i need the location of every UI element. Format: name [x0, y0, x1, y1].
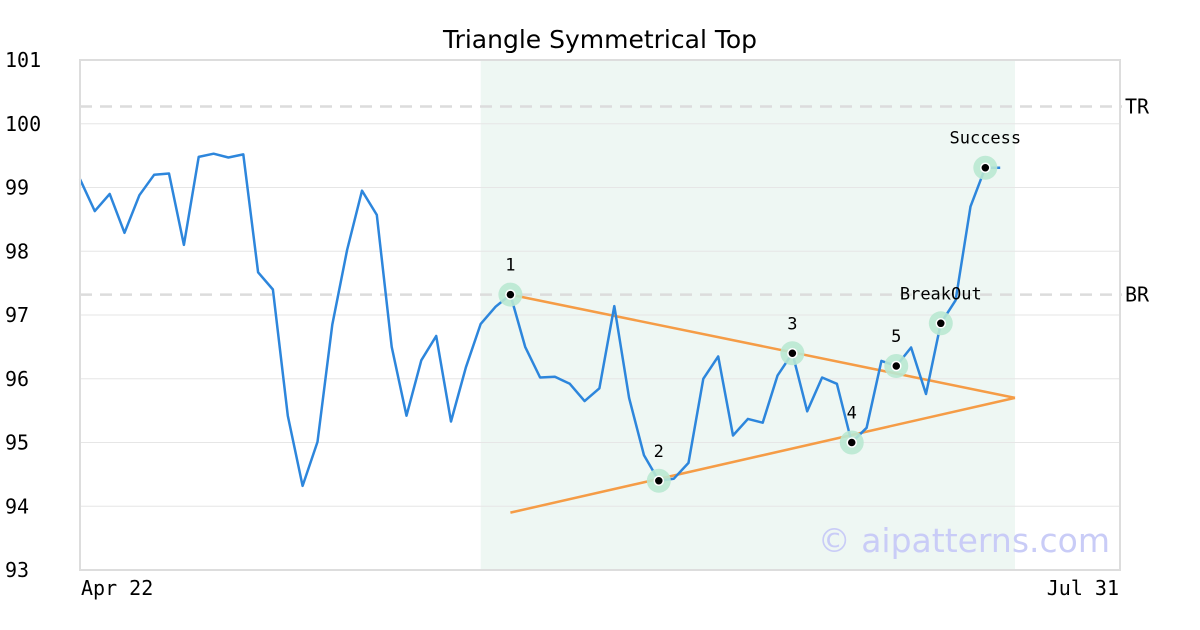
y-axis-ticks: 93 94 95 96 97 98 99 100 101: [5, 48, 41, 582]
point-label: BreakOut: [900, 284, 982, 304]
trendlines: [510, 293, 1016, 514]
level-label: TR: [1125, 95, 1150, 119]
pattern-points: 1 2 3 4 5 BreakOut Success: [498, 129, 1021, 493]
x-tick-end: Jul 31: [1047, 576, 1119, 600]
point-label: 3: [787, 314, 797, 334]
chart-title: Triangle Symmetrical Top: [442, 25, 757, 54]
point-dot: [891, 360, 902, 372]
point-dot: [935, 318, 947, 329]
point-dot: [846, 437, 857, 448]
y-tick-label: 95: [5, 431, 29, 455]
y-tick-label: 97: [5, 303, 29, 327]
y-tick-label: 98: [5, 239, 29, 263]
point-dot: [787, 348, 798, 359]
point-dot: [980, 162, 991, 173]
level-lines: TR BR: [80, 95, 1150, 307]
y-tick-label: 94: [5, 494, 29, 518]
plot-frame: [79, 59, 1121, 571]
x-tick-start: Apr 22: [81, 576, 153, 600]
price-series: [78, 152, 1001, 488]
y-tick-label: 96: [5, 367, 29, 391]
point-label: Success: [949, 129, 1021, 149]
watermark: © aipatterns.com: [818, 521, 1110, 560]
point-label: 1: [505, 256, 515, 276]
trendline: [510, 293, 1016, 400]
point-label: 2: [654, 442, 664, 462]
y-tick-label: 101: [5, 48, 41, 72]
series-line: [78, 152, 1001, 488]
point-dot: [505, 289, 516, 300]
point-label: 4: [847, 404, 857, 424]
y-tick-label: 93: [5, 558, 29, 582]
y-tick-label: 100: [5, 112, 41, 136]
level-label: BR: [1125, 283, 1150, 307]
point-dot: [653, 475, 665, 486]
trendline: [510, 396, 1016, 514]
x-axis-ticks: Apr 22 Jul 31: [81, 576, 1119, 600]
point-label: 5: [891, 327, 901, 347]
y-tick-label: 99: [5, 176, 29, 200]
